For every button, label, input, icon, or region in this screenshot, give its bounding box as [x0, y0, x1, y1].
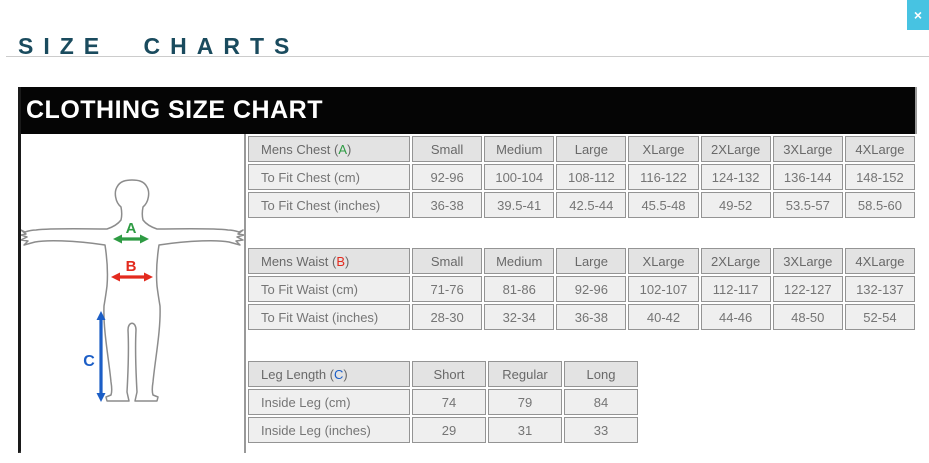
panel-title: CLOTHING SIZE CHART — [26, 96, 323, 124]
body-figure-svg: A B C — [21, 179, 244, 402]
chest-arrow: A — [113, 220, 149, 244]
table-leg-length: Leg Length (C) Short Regular Long Inside… — [246, 359, 640, 445]
value-cell: 36-38 — [412, 192, 483, 218]
row-label-cell: Inside Leg (cm) — [248, 389, 410, 415]
column-header-cell: 3XLarge — [772, 248, 843, 274]
value-cell: 28-30 — [412, 304, 483, 330]
value-cell: 53.5-57 — [772, 192, 843, 218]
column-header-cell: Medium — [484, 248, 555, 274]
value-cell: 29 — [412, 417, 486, 443]
row-label-cell: To Fit Chest (inches) — [248, 192, 410, 218]
column-header-cell: Small — [412, 248, 483, 274]
column-header-cell: Short — [412, 361, 486, 387]
column-header-cell: 3XLarge — [772, 136, 843, 162]
value-cell: 84 — [564, 389, 638, 415]
value-cell: 122-127 — [772, 276, 843, 302]
table-header-row: Leg Length (C) Short Regular Long — [248, 361, 638, 387]
chest-label: A — [126, 220, 137, 237]
value-cell: 71-76 — [412, 276, 483, 302]
body-diagram: A B C — [21, 134, 246, 453]
table-header-row: Mens Chest (A) Small Medium Large XLarge… — [248, 136, 915, 162]
panel-body: A B C — [21, 134, 917, 453]
leg-arrow: C — [83, 311, 106, 402]
column-header-cell: 4XLarge — [844, 248, 915, 274]
value-cell: 58.5-60 — [844, 192, 915, 218]
column-header-cell: Long — [564, 361, 638, 387]
table-row: To Fit Chest (inches) 36-38 39.5-41 42.5… — [248, 192, 915, 218]
column-header-cell: XLarge — [628, 248, 699, 274]
value-cell: 79 — [488, 389, 562, 415]
table-mens-chest: Mens Chest (A) Small Medium Large XLarge… — [246, 134, 917, 220]
value-cell: 48-50 — [772, 304, 843, 330]
leg-label: C — [83, 353, 95, 370]
table-row: To Fit Chest (cm) 92-96 100-104 108-112 … — [248, 164, 915, 190]
value-cell: 100-104 — [484, 164, 555, 190]
value-cell: 49-52 — [700, 192, 771, 218]
table-mens-waist: Mens Waist (B) Small Medium Large XLarge… — [246, 246, 917, 332]
page-title: SIZE CHARTS — [18, 33, 300, 60]
value-cell: 102-107 — [628, 276, 699, 302]
value-cell: 81-86 — [484, 276, 555, 302]
column-header-cell: Regular — [488, 361, 562, 387]
value-cell: 39.5-41 — [484, 192, 555, 218]
clothing-size-chart-panel: CLOTHING SIZE CHART A B C — [18, 87, 917, 453]
value-cell: 116-122 — [628, 164, 699, 190]
value-cell: 42.5-44 — [556, 192, 627, 218]
row-label-cell: Inside Leg (inches) — [248, 417, 410, 443]
value-cell: 33 — [564, 417, 638, 443]
column-header-cell: 2XLarge — [700, 248, 771, 274]
row-label-cell: To Fit Waist (inches) — [248, 304, 410, 330]
value-cell: 36-38 — [556, 304, 627, 330]
value-cell: 40-42 — [628, 304, 699, 330]
value-cell: 45.5-48 — [628, 192, 699, 218]
column-header-cell: Large — [556, 248, 627, 274]
value-cell: 74 — [412, 389, 486, 415]
row-label-cell: To Fit Waist (cm) — [248, 276, 410, 302]
value-cell: 108-112 — [556, 164, 627, 190]
title-divider — [6, 56, 929, 57]
column-header-cell: Medium — [484, 136, 555, 162]
value-cell: 112-117 — [700, 276, 771, 302]
body-outline — [21, 179, 244, 402]
close-button[interactable]: × — [907, 0, 929, 30]
panel-title-bar: CLOTHING SIZE CHART — [21, 87, 915, 134]
table-row: Inside Leg (cm) 74 79 84 — [248, 389, 638, 415]
value-cell: 92-96 — [556, 276, 627, 302]
waist-arrow: B — [111, 258, 153, 282]
value-cell: 136-144 — [772, 164, 843, 190]
column-header-cell: Large — [556, 136, 627, 162]
value-cell: 31 — [488, 417, 562, 443]
table-row: To Fit Waist (inches) 28-30 32-34 36-38 … — [248, 304, 915, 330]
value-cell: 148-152 — [844, 164, 915, 190]
size-tables: Mens Chest (A) Small Medium Large XLarge… — [246, 134, 917, 453]
close-icon: × — [913, 7, 923, 23]
column-header-cell: 2XLarge — [700, 136, 771, 162]
value-cell: 44-46 — [700, 304, 771, 330]
table-header-row: Mens Waist (B) Small Medium Large XLarge… — [248, 248, 915, 274]
waist-label: B — [126, 258, 137, 275]
column-header-cell: 4XLarge — [844, 136, 915, 162]
value-cell: 32-34 — [484, 304, 555, 330]
table-title-cell: Mens Chest (A) — [248, 136, 410, 162]
value-cell: 92-96 — [412, 164, 483, 190]
table-row: Inside Leg (inches) 29 31 33 — [248, 417, 638, 443]
value-cell: 132-137 — [844, 276, 915, 302]
row-label-cell: To Fit Chest (cm) — [248, 164, 410, 190]
column-header-cell: XLarge — [628, 136, 699, 162]
table-title-cell: Mens Waist (B) — [248, 248, 410, 274]
table-title-cell: Leg Length (C) — [248, 361, 410, 387]
value-cell: 124-132 — [700, 164, 771, 190]
value-cell: 52-54 — [844, 304, 915, 330]
table-row: To Fit Waist (cm) 71-76 81-86 92-96 102-… — [248, 276, 915, 302]
column-header-cell: Small — [412, 136, 483, 162]
